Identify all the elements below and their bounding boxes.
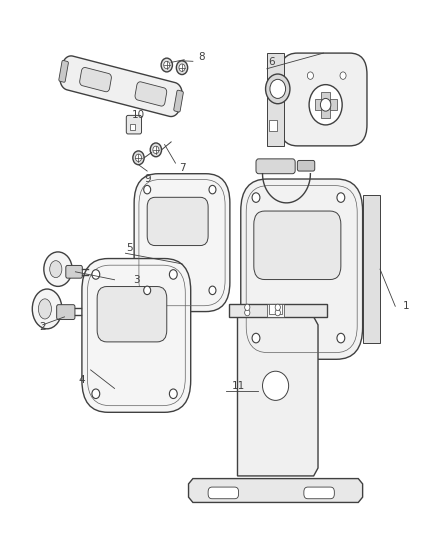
- Text: 5: 5: [127, 243, 133, 253]
- Circle shape: [153, 146, 159, 154]
- Circle shape: [179, 64, 185, 71]
- FancyBboxPatch shape: [254, 211, 341, 279]
- Circle shape: [275, 304, 280, 311]
- Circle shape: [309, 85, 342, 125]
- Text: 11: 11: [232, 381, 245, 391]
- Ellipse shape: [262, 371, 289, 400]
- FancyBboxPatch shape: [126, 115, 141, 134]
- Text: 8: 8: [198, 52, 205, 62]
- Bar: [315, 100, 323, 110]
- FancyBboxPatch shape: [82, 259, 191, 413]
- Circle shape: [144, 286, 151, 295]
- Circle shape: [170, 389, 177, 399]
- Circle shape: [161, 58, 173, 72]
- Bar: [267, 53, 284, 146]
- Circle shape: [144, 185, 151, 194]
- Text: 4: 4: [78, 375, 85, 385]
- Polygon shape: [135, 82, 167, 106]
- Ellipse shape: [44, 252, 72, 286]
- Circle shape: [135, 154, 141, 161]
- Circle shape: [265, 74, 290, 104]
- Circle shape: [177, 61, 187, 75]
- Circle shape: [252, 193, 260, 203]
- FancyBboxPatch shape: [297, 160, 315, 171]
- Text: 10: 10: [132, 110, 145, 120]
- Bar: [269, 304, 282, 314]
- FancyBboxPatch shape: [280, 53, 367, 146]
- Text: 9: 9: [144, 174, 151, 184]
- Circle shape: [307, 72, 314, 79]
- Polygon shape: [60, 56, 182, 117]
- Ellipse shape: [32, 289, 62, 329]
- FancyBboxPatch shape: [304, 487, 334, 499]
- Bar: [321, 92, 330, 102]
- Circle shape: [337, 333, 345, 343]
- FancyBboxPatch shape: [134, 174, 230, 312]
- Polygon shape: [188, 479, 363, 503]
- Bar: [328, 100, 336, 110]
- Text: 2: 2: [39, 322, 46, 333]
- Circle shape: [270, 79, 286, 99]
- Circle shape: [209, 286, 216, 295]
- FancyBboxPatch shape: [147, 197, 208, 246]
- Circle shape: [340, 72, 346, 79]
- Polygon shape: [80, 68, 111, 92]
- Text: 6: 6: [268, 58, 275, 67]
- Polygon shape: [59, 60, 68, 82]
- Bar: [130, 124, 135, 130]
- Ellipse shape: [39, 299, 51, 319]
- FancyBboxPatch shape: [256, 159, 295, 174]
- FancyBboxPatch shape: [97, 287, 167, 342]
- Polygon shape: [229, 304, 327, 317]
- Circle shape: [150, 143, 162, 157]
- Circle shape: [164, 61, 170, 69]
- Bar: [363, 195, 380, 343]
- FancyBboxPatch shape: [241, 179, 363, 359]
- FancyBboxPatch shape: [57, 305, 75, 319]
- Circle shape: [275, 310, 280, 316]
- Bar: [321, 108, 330, 118]
- Text: 3: 3: [133, 274, 140, 285]
- Circle shape: [92, 389, 100, 399]
- Circle shape: [245, 304, 250, 311]
- Circle shape: [133, 151, 144, 165]
- Polygon shape: [237, 317, 318, 476]
- Polygon shape: [174, 90, 184, 112]
- Bar: [269, 119, 277, 131]
- Circle shape: [170, 270, 177, 279]
- Text: 7: 7: [179, 164, 185, 173]
- Circle shape: [337, 193, 345, 203]
- FancyBboxPatch shape: [208, 487, 239, 499]
- Circle shape: [252, 333, 260, 343]
- Text: 1: 1: [403, 301, 410, 311]
- Bar: [267, 304, 284, 317]
- FancyBboxPatch shape: [66, 265, 82, 278]
- Circle shape: [321, 99, 331, 111]
- Circle shape: [92, 270, 100, 279]
- Circle shape: [245, 310, 250, 316]
- Circle shape: [209, 185, 216, 194]
- Ellipse shape: [49, 261, 62, 278]
